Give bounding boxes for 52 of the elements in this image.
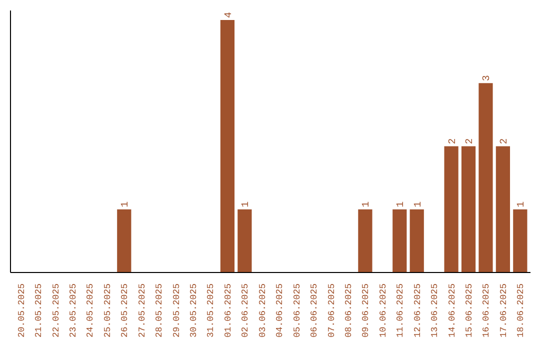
x-tick-label: 25.05.2025 [102, 283, 113, 338]
x-tick-label: 18.06.2025 [516, 283, 526, 338]
x-tick-label: 04.06.2025 [275, 283, 286, 338]
data-label: 1 [396, 201, 408, 208]
x-tick-label: 27.05.2025 [137, 283, 148, 338]
data-label: 2 [499, 138, 510, 144]
x-tick-label: 17.06.2025 [498, 283, 509, 338]
x-tick-label: 08.06.2025 [344, 283, 354, 338]
data-label: 2 [465, 138, 476, 144]
x-tick-label: 31.05.2025 [206, 283, 216, 338]
x-tick-label: 01.06.2025 [223, 283, 234, 338]
x-tick-label: 09.06.2025 [361, 283, 372, 338]
data-label: 1 [516, 201, 528, 208]
bar [513, 209, 528, 272]
x-tick-label: 14.06.2025 [447, 283, 458, 338]
data-label: 3 [482, 75, 494, 82]
data-label: 1 [362, 201, 373, 208]
bar [117, 209, 132, 272]
bar [238, 209, 252, 272]
data-label: 1 [120, 201, 132, 208]
bar [478, 83, 493, 272]
bar [461, 146, 476, 272]
bar [410, 209, 424, 272]
x-tick-label: 07.06.2025 [326, 283, 337, 338]
x-tick-label: 12.06.2025 [412, 283, 423, 338]
x-tick-label: 23.05.2025 [68, 283, 78, 338]
bar [392, 209, 407, 272]
data-label: 2 [448, 138, 459, 144]
x-tick-label: 10.06.2025 [378, 283, 388, 338]
x-tick-label: 13.06.2025 [430, 283, 440, 338]
x-tick-label: 20.05.2025 [16, 283, 27, 338]
x-tick-label: 06.06.2025 [310, 283, 320, 338]
x-tick-label: 24.05.2025 [86, 283, 96, 338]
x-tick-label: 26.05.2025 [120, 283, 130, 338]
x-tick-label: 02.06.2025 [240, 283, 251, 338]
bar [358, 209, 372, 272]
x-tick-label: 29.05.2025 [172, 283, 182, 338]
data-label: 1 [241, 201, 252, 208]
x-tick-label: 03.06.2025 [258, 283, 268, 338]
x-tick-label: 11.06.2025 [396, 283, 406, 338]
data-label: 1 [413, 201, 424, 208]
x-tick-label: 28.05.2025 [154, 283, 165, 338]
x-tick-label: 15.06.2025 [464, 283, 475, 338]
bar [220, 20, 235, 272]
x-tick-label: 30.05.2025 [189, 283, 200, 338]
data-label: 4 [224, 12, 235, 18]
x-tick-label: 22.05.2025 [51, 283, 62, 338]
x-tick-label: 21.05.2025 [34, 283, 44, 338]
x-tick-label: 05.06.2025 [292, 283, 302, 338]
x-tick-label: 16.06.2025 [482, 283, 492, 338]
bar [496, 146, 510, 272]
bar [444, 146, 458, 272]
